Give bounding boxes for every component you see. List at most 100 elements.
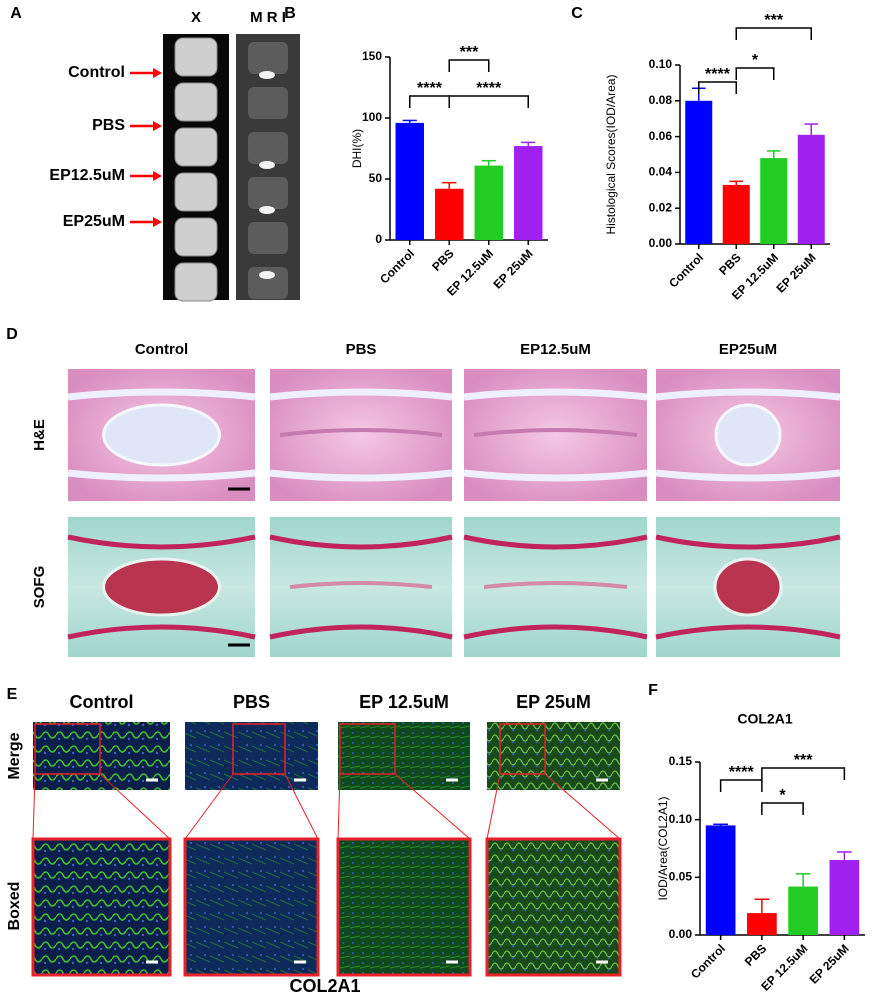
disc	[483, 581, 628, 589]
y-tick-label: 0.08	[649, 93, 673, 107]
significance-bracket	[448, 95, 529, 108]
y-tick-label: 0.02	[649, 200, 673, 214]
row-label: Boxed	[6, 882, 23, 931]
error-bar	[521, 141, 536, 147]
roi-box	[34, 723, 101, 775]
row-label: EP25uM	[63, 213, 125, 230]
y-tick-label: 150	[362, 49, 382, 63]
zoom-line	[337, 773, 341, 840]
y-tick-label: 0.05	[669, 870, 693, 884]
error-bar	[713, 823, 729, 826]
bar	[435, 188, 464, 240]
column-header: X	[191, 9, 201, 26]
y-tick-label: 0	[375, 232, 382, 246]
panel-label: A	[10, 5, 22, 22]
significance-label: *	[779, 787, 786, 804]
column-header: PBS	[233, 692, 270, 712]
x-tick-label: Control	[377, 246, 417, 286]
significance-label: ****	[705, 66, 731, 83]
significance-label: ***	[794, 752, 813, 769]
row-label: SOFG	[31, 566, 48, 609]
significance-bracket	[735, 27, 812, 40]
bar	[395, 122, 424, 240]
boxed-image	[485, 837, 622, 977]
boxed-image	[183, 837, 320, 977]
zoom-line	[32, 773, 36, 840]
endplate	[269, 388, 453, 482]
arrow-head	[153, 121, 162, 131]
error-bar	[795, 873, 811, 887]
y-tick-label: 0.04	[649, 165, 673, 179]
disc	[279, 428, 443, 437]
error-bar	[729, 180, 743, 185]
bar	[705, 825, 736, 935]
caption: COL2A1	[289, 976, 360, 996]
panel-label: C	[571, 5, 583, 22]
significance-bracket	[698, 81, 737, 94]
nucleus	[714, 403, 782, 467]
bar	[788, 886, 818, 935]
bar	[685, 100, 713, 244]
x-tick-label: PBS	[742, 941, 769, 968]
zoom-line	[544, 773, 621, 840]
row-label: EP12.5uM	[49, 167, 125, 184]
zoom-line	[99, 773, 171, 840]
mri-vertebra	[248, 132, 288, 164]
mri-disc	[259, 271, 275, 279]
row-label: PBS	[92, 117, 125, 134]
mri-vertebra	[248, 267, 288, 299]
significance-label: *	[752, 52, 759, 69]
column-header: EP12.5uM	[520, 341, 591, 358]
significance-label: ****	[417, 80, 443, 97]
row-label: Control	[68, 64, 125, 81]
significance-label: ****	[476, 80, 502, 97]
roi-box	[339, 723, 396, 775]
vertebra	[174, 37, 218, 77]
mri-disc	[259, 161, 275, 169]
disc	[473, 428, 638, 437]
vertebra	[174, 172, 218, 212]
y-tick-label: 0.00	[649, 236, 673, 250]
column-header: EP 12.5uM	[359, 692, 449, 712]
y-tick-label: 0.10	[669, 812, 693, 826]
nucleus	[102, 403, 221, 467]
significance-bracket	[448, 59, 490, 72]
endplate	[463, 534, 648, 640]
mri-vertebra	[248, 42, 288, 74]
bar	[747, 913, 777, 935]
zoom-line	[394, 773, 471, 840]
endplate	[67, 534, 256, 640]
error-bar	[481, 159, 496, 166]
panel-label: F	[648, 682, 658, 699]
panel-label: B	[284, 5, 296, 22]
y-tick-label: 50	[369, 171, 383, 185]
bar	[474, 165, 503, 240]
error-bar	[836, 851, 852, 861]
chart-title: COL2A1	[737, 711, 792, 727]
bar	[514, 146, 543, 240]
y-axis-label: DHI(%)	[350, 129, 364, 168]
x-tick-label: Control	[666, 250, 706, 290]
x-tick-label: Control	[688, 941, 728, 981]
boxed-image	[31, 837, 172, 977]
mri-vertebra	[248, 87, 288, 119]
y-axis-label: Histological Scores(IOD/Area)	[604, 74, 618, 234]
bar	[829, 860, 860, 935]
x-tick-label: PBS	[716, 250, 743, 277]
zoom-line	[486, 773, 501, 840]
significance-label: ***	[460, 44, 479, 61]
zoom-line	[284, 773, 319, 840]
column-header: Control	[70, 692, 134, 712]
endplate	[67, 388, 256, 482]
endplate	[655, 388, 841, 482]
error-bar	[442, 181, 457, 189]
row-label: H&E	[31, 419, 48, 451]
row-label: Merge	[6, 732, 23, 779]
significance-bracket	[761, 802, 804, 815]
column-header: Control	[135, 341, 188, 358]
x-tick-label: EP 25uM	[807, 941, 852, 986]
arrow-head	[153, 171, 162, 181]
column-header: EP 25uM	[516, 692, 591, 712]
x-tick-label: PBS	[429, 246, 456, 273]
